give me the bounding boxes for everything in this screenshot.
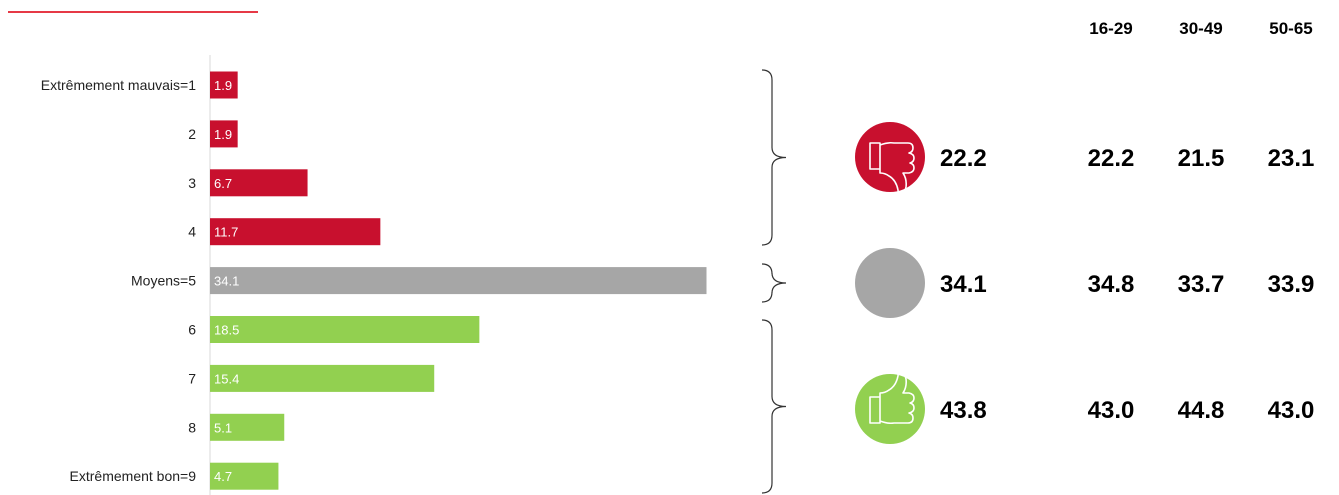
data-label: 1.9: [214, 127, 232, 142]
category-label: 6: [188, 322, 196, 338]
category-label: Extrêmement bon=9: [70, 468, 197, 484]
age-group-value: 21.5: [1178, 145, 1225, 172]
group-total: 43.8: [940, 397, 987, 424]
age-group-header: 30-49: [1179, 19, 1222, 38]
thumbs-up-icon: [855, 371, 925, 444]
group-total: 34.1: [940, 271, 987, 298]
age-group-value: 43.0: [1268, 397, 1315, 424]
age-group-value: 33.7: [1178, 271, 1225, 298]
group-brace: [761, 319, 787, 494]
data-label: 18.5: [214, 323, 239, 338]
category-label: 3: [188, 175, 196, 191]
data-label: 34.1: [214, 274, 239, 289]
age-group-header: 16-29: [1089, 19, 1132, 38]
age-group-value: 34.8: [1088, 271, 1135, 298]
bar: [210, 120, 238, 148]
age-group-value: 44.8: [1178, 397, 1225, 424]
bar: [210, 218, 381, 246]
bar: [210, 71, 238, 99]
bar: [210, 413, 285, 441]
bar: [210, 316, 480, 343]
age-group-value: 43.0: [1088, 397, 1135, 424]
bar-group: Extrêmement mauvais=1 1.9 2 1.9 3 6.7 4 11.7 Moy…: [41, 71, 707, 490]
group-brace: [761, 69, 787, 246]
data-label: 5.1: [214, 420, 232, 435]
category-label: 2: [188, 126, 196, 142]
age-group-header: 50-65: [1269, 19, 1312, 38]
category-label: Extrêmement mauvais=1: [41, 77, 196, 93]
bar: [210, 462, 279, 490]
data-label: 1.9: [214, 78, 232, 93]
category-label: 4: [188, 224, 196, 240]
data-label: 11.7: [214, 225, 238, 240]
brace-group: [761, 69, 787, 494]
bar: [210, 169, 308, 197]
neutral-circle-icon: [855, 248, 925, 318]
data-label: 15.4: [214, 371, 239, 386]
summary-group: 16-29 30-49 50-65 22.2 22.2 21.5 23.1 34.1 34.8 3…: [855, 19, 1314, 444]
age-group-value: 22.2: [1088, 145, 1135, 172]
thumbs-down-icon: [855, 122, 925, 195]
category-label: 7: [188, 370, 196, 386]
group-total: 22.2: [940, 145, 987, 172]
age-group-value: 23.1: [1268, 145, 1315, 172]
category-label: 8: [188, 419, 196, 435]
bar: [210, 267, 707, 295]
data-label: 4.7: [214, 469, 232, 484]
category-label: Moyens=5: [131, 273, 196, 289]
data-label: 6.7: [214, 176, 232, 191]
bar: [210, 364, 435, 392]
age-group-value: 33.9: [1268, 271, 1315, 298]
group-brace: [761, 263, 787, 303]
